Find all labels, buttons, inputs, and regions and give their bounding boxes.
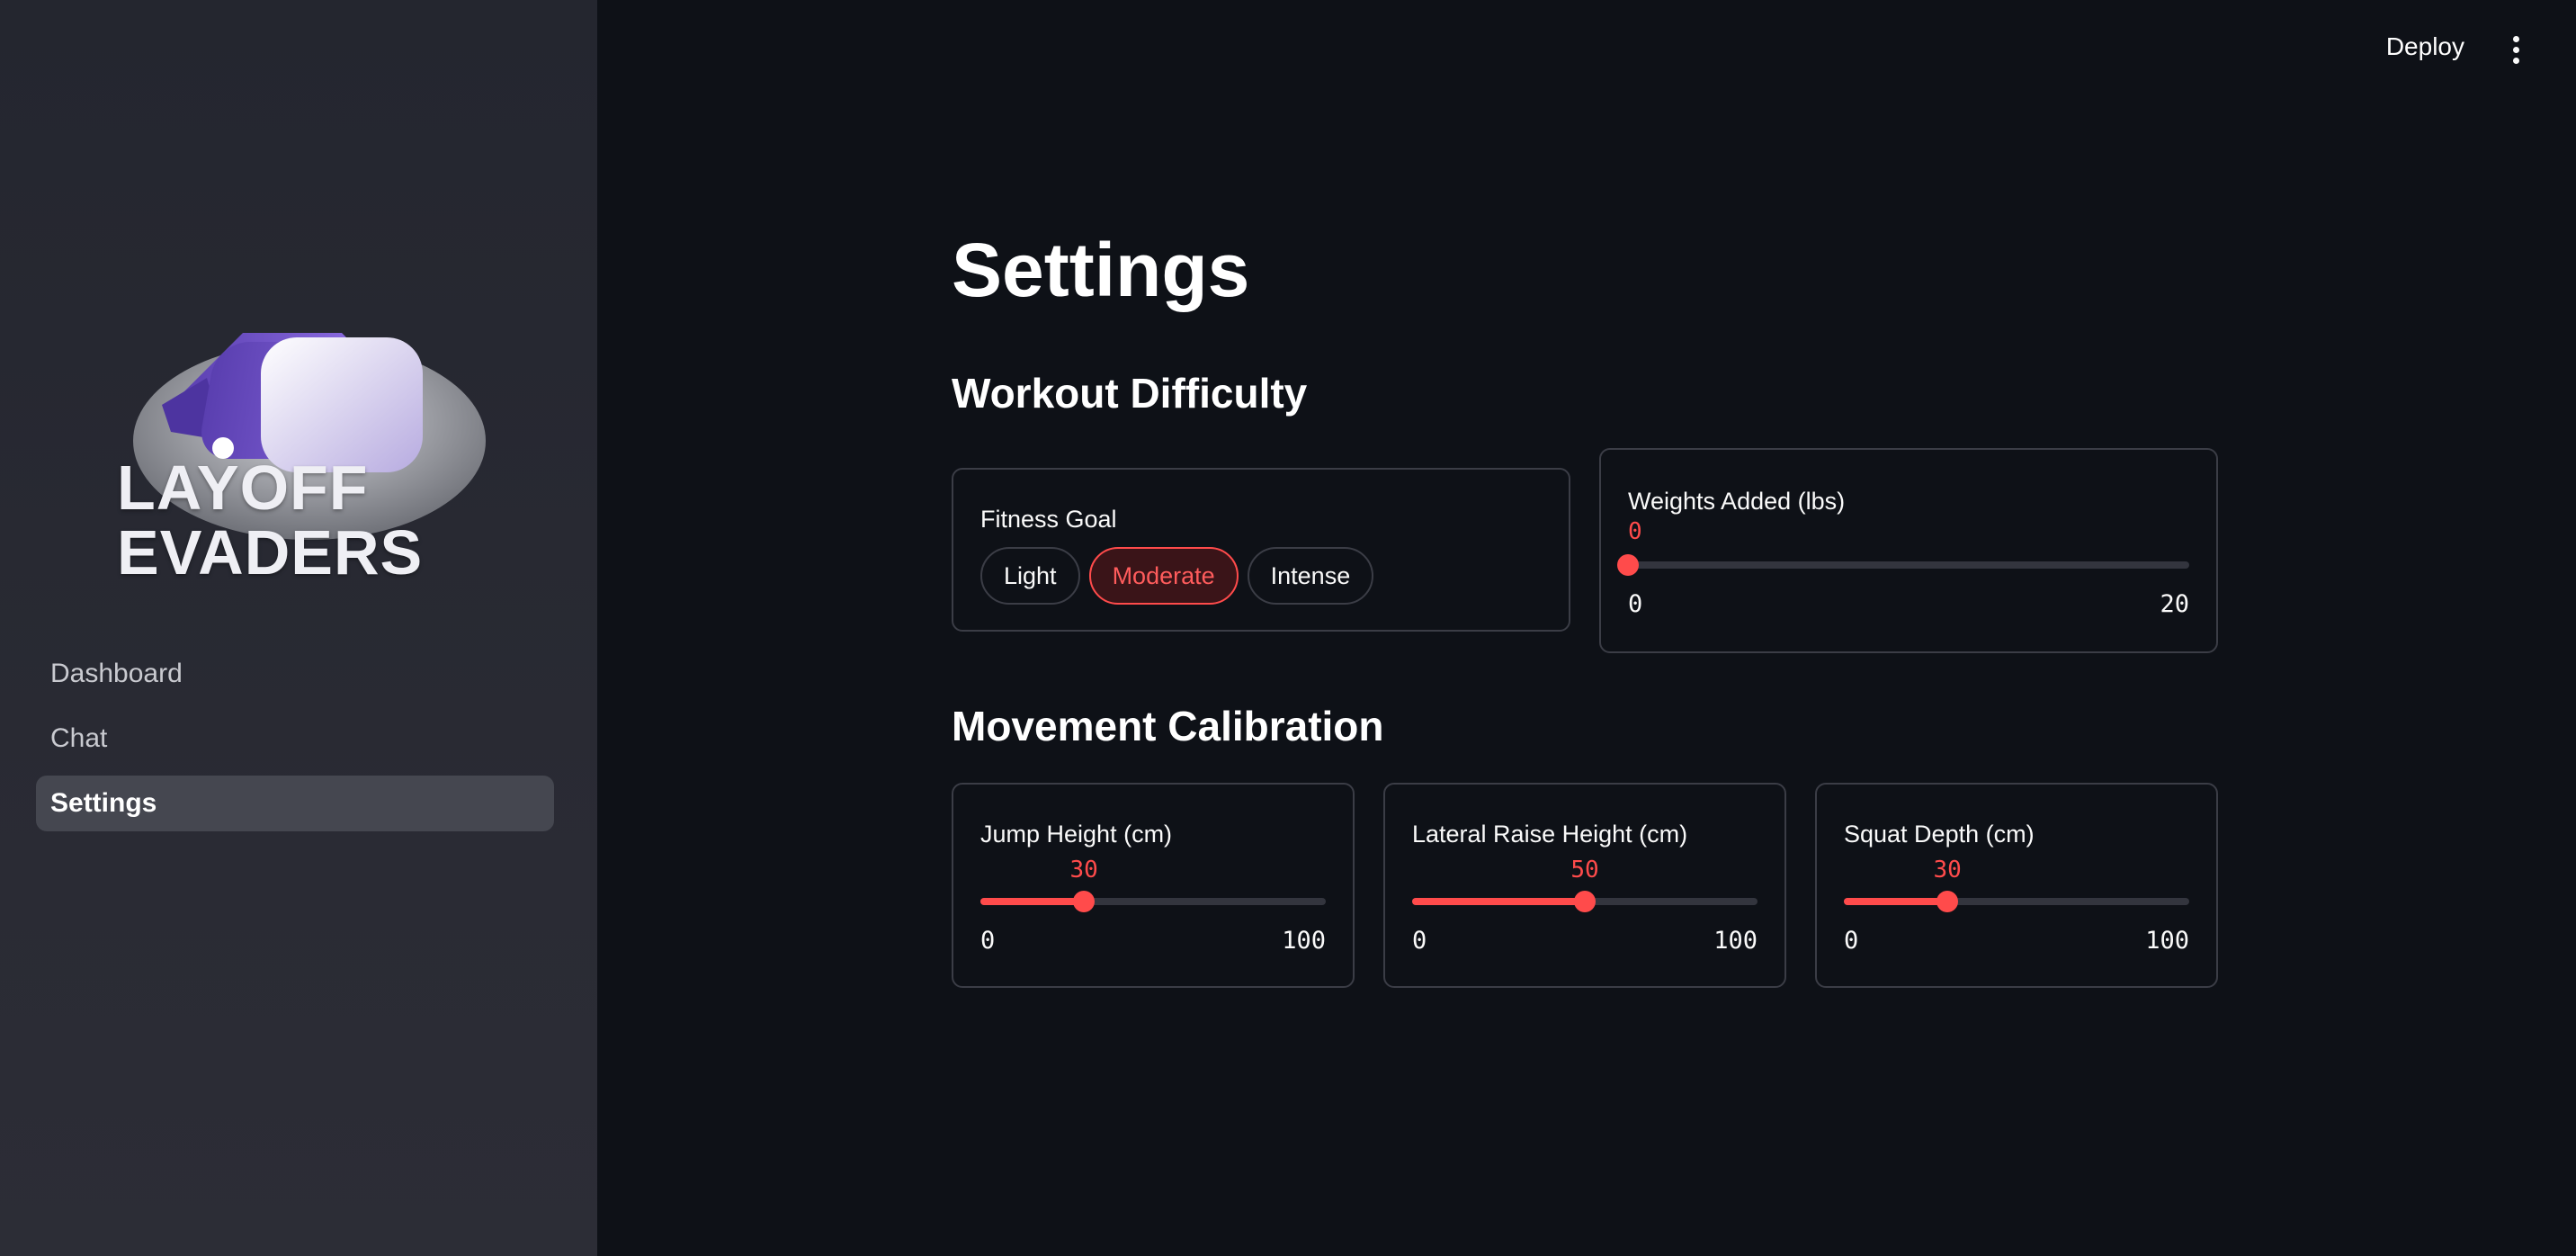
lateral-raise-card: Lateral Raise Height (cm) 50 0 100: [1383, 783, 1786, 988]
top-bar: Deploy: [2036, 0, 2576, 104]
pill-moderate[interactable]: Moderate: [1088, 547, 1239, 605]
lateral-raise-label: Lateral Raise Height (cm): [1412, 821, 1688, 848]
weights-slider-max: 20: [2160, 590, 2189, 618]
lateral-raise-slider[interactable]: 50 0 100: [1412, 857, 1758, 955]
squat-depth-max: 100: [2145, 927, 2189, 955]
sidebar: LAYOFF EVADERS Dashboard Chat Settings: [0, 0, 597, 1256]
jump-height-min: 0: [980, 927, 996, 955]
section-title-movement-calibration: Movement Calibration: [952, 703, 1384, 749]
squat-depth-min: 0: [1844, 927, 1859, 955]
squat-depth-track[interactable]: [1844, 898, 2189, 905]
lateral-raise-thumb[interactable]: [1574, 891, 1596, 912]
jump-height-thumb[interactable]: [1073, 891, 1096, 912]
weights-label: Weights Added (lbs): [1628, 488, 1846, 515]
jump-height-label: Jump Height (cm): [980, 821, 1173, 848]
jump-height-max: 100: [1282, 927, 1326, 955]
pill-light[interactable]: Light: [980, 547, 1080, 605]
squat-depth-card: Squat Depth (cm) 30 0 100: [1815, 783, 2218, 988]
nav-item-settings[interactable]: Settings: [36, 776, 554, 831]
logo-line-1: LAYOFF: [117, 453, 369, 523]
weights-slider-track[interactable]: [1628, 561, 2189, 569]
weights-slider-thumb[interactable]: [1617, 554, 1639, 576]
nav-item-chat[interactable]: Chat: [50, 723, 108, 753]
logo-line-2: EVADERS: [117, 517, 424, 588]
fitness-goal-label: Fitness Goal: [980, 506, 1117, 533]
vertical-ellipsis-icon[interactable]: [2509, 36, 2522, 67]
weights-slider-min: 0: [1628, 590, 1643, 618]
section-title-workout-difficulty: Workout Difficulty: [952, 370, 1308, 417]
weights-slider-value: 0: [1628, 518, 1642, 545]
logo-text: LAYOFF EVADERS: [117, 455, 423, 585]
jump-height-fill: [980, 898, 1085, 905]
nav-item-dashboard[interactable]: Dashboard: [50, 659, 183, 688]
jump-height-value: 30: [1069, 857, 1098, 884]
lateral-raise-min: 0: [1412, 927, 1427, 955]
squat-depth-value: 30: [1933, 857, 1962, 884]
fitness-goal-card: Fitness Goal Light Moderate Intense: [952, 468, 1570, 632]
jump-height-track[interactable]: [980, 898, 1326, 905]
vr-headset-logo-icon: [133, 333, 486, 540]
pill-intense[interactable]: Intense: [1247, 547, 1374, 605]
deploy-button[interactable]: Deploy: [2385, 32, 2464, 60]
squat-depth-fill: [1844, 898, 1948, 905]
weights-slider[interactable]: 0 0 20: [1617, 518, 2189, 618]
weights-card: Weights Added (lbs) 0 0 20: [1599, 448, 2218, 653]
jump-height-slider[interactable]: 30 0 100: [980, 857, 1326, 955]
squat-depth-label: Squat Depth (cm): [1844, 821, 2035, 848]
fitness-goal-pills: Light Moderate Intense: [980, 547, 1374, 605]
lateral-raise-value: 50: [1570, 857, 1599, 884]
squat-depth-thumb[interactable]: [1936, 891, 1959, 912]
squat-depth-slider[interactable]: 30 0 100: [1844, 857, 2189, 955]
lateral-raise-max: 100: [1713, 927, 1758, 955]
page-title: Settings: [952, 228, 1250, 312]
jump-height-card: Jump Height (cm) 30 0 100: [952, 783, 1355, 988]
app-logo: LAYOFF EVADERS: [108, 297, 504, 594]
lateral-raise-fill: [1412, 898, 1585, 905]
sidebar-nav: Dashboard Chat Settings: [36, 646, 554, 840]
